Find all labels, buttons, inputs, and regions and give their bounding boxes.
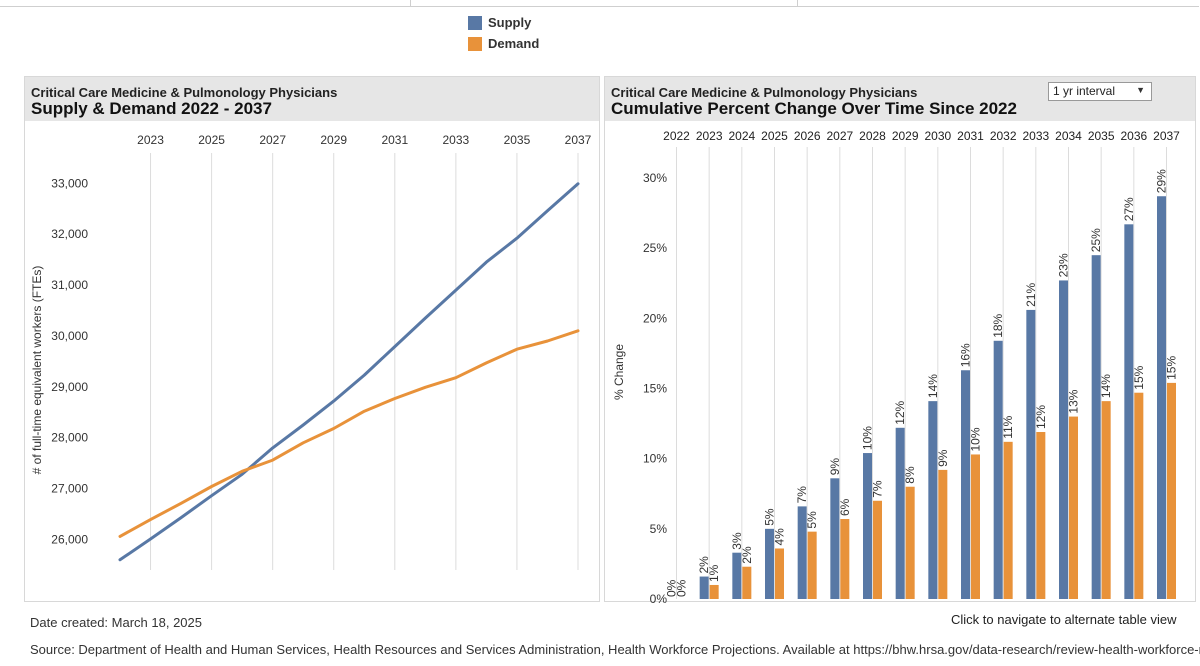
- right-panel: Critical Care Medicine & Pulmonology Phy…: [604, 76, 1196, 602]
- left-panel-header: Critical Care Medicine & Pulmonology Phy…: [25, 77, 599, 121]
- interval-dropdown[interactable]: 1 yr interval ▼: [1048, 82, 1152, 101]
- top-strip-cell: [411, 0, 798, 7]
- left-panel-title: Supply & Demand 2022 - 2037: [31, 99, 272, 118]
- legend-label-supply: Supply: [488, 15, 532, 30]
- legend-item-supply[interactable]: Supply: [468, 12, 539, 33]
- top-strip-cell: [798, 0, 1199, 7]
- date-created: Date created: March 18, 2025: [30, 615, 202, 630]
- alternate-table-view-link[interactable]: Click to navigate to alternate table vie…: [951, 612, 1177, 627]
- interval-dropdown-value: 1 yr interval: [1053, 84, 1116, 98]
- source-note: Source: Department of Health and Human S…: [30, 642, 1200, 657]
- legend-label-demand: Demand: [488, 36, 540, 51]
- left-panel: Critical Care Medicine & Pulmonology Phy…: [24, 76, 600, 602]
- right-panel-subtitle: Critical Care Medicine & Pulmonology Phy…: [611, 85, 918, 100]
- top-strip-cell: [0, 0, 411, 7]
- legend-swatch-demand: [468, 36, 482, 51]
- chevron-down-icon: ▼: [1136, 85, 1145, 95]
- left-panel-subtitle: Critical Care Medicine & Pulmonology Phy…: [31, 85, 338, 100]
- legend-swatch-supply: [468, 15, 482, 30]
- top-strip: [0, 0, 1200, 7]
- legend: Supply Demand: [468, 12, 539, 54]
- right-panel-title: Cumulative Percent Change Over Time Sinc…: [611, 99, 1017, 118]
- legend-item-demand[interactable]: Demand: [468, 33, 539, 54]
